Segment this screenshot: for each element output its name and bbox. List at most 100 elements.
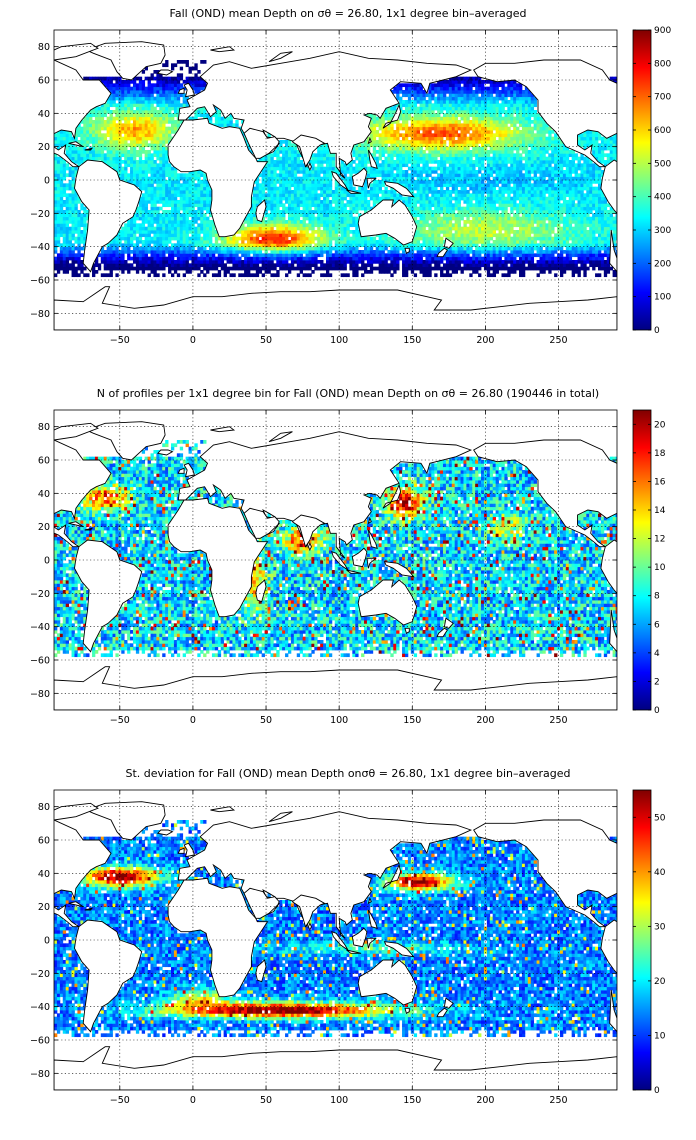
heatmap-cell [396,240,400,244]
heatmap-cell [323,250,327,254]
heatmap-cell [182,213,187,218]
heatmap-cell [80,203,84,208]
heatmap-cell [331,213,336,218]
heatmap-cell [323,240,327,244]
heatmap-cell [241,233,245,238]
heatmap-cell [62,163,67,168]
heatmap-cell [568,180,573,184]
heatmap-cell [56,220,61,224]
heatmap-cell [445,203,450,208]
heatmap-cell [287,196,292,201]
heatmap-cell [451,186,456,191]
heatmap-cell [331,263,336,268]
heatmap-cell [127,176,131,181]
heatmap-cell [390,186,394,191]
heatmap-cell [554,243,558,248]
heatmap-cell [562,263,567,268]
heatmap-cell [364,163,368,168]
heatmap-cell [132,250,137,254]
heatmap-cell [320,193,324,198]
heatmap-cell [425,186,429,191]
heatmap-cell [340,160,344,164]
heatmap-cell [323,173,327,178]
heatmap-cell [445,223,450,228]
heatmap-cell [466,190,470,194]
heatmap-cell [282,236,286,241]
heatmap-cell [486,166,491,171]
heatmap-cell [168,250,172,254]
heatmap-cell [188,206,192,211]
heatmap-cell [302,240,306,244]
heatmap-cell [261,170,265,174]
heatmap-cell [422,213,426,218]
heatmap-cell [428,256,432,261]
heatmap-cell [261,236,265,241]
heatmap-cell [267,223,271,228]
heatmap-cell [600,246,605,251]
heatmap-cell [510,166,514,171]
heatmap-cell [597,256,602,261]
heatmap-cell [267,173,271,178]
heatmap-cell [492,176,497,181]
heatmap-cell [296,200,301,204]
heatmap-cell [542,233,546,238]
heatmap-cell [571,250,575,254]
heatmap-cell [498,256,502,261]
heatmap-cell [548,256,552,261]
heatmap-cell [565,163,570,168]
heatmap-cell [399,176,403,181]
heatmap-cell [463,260,467,264]
heatmap-cell [65,250,70,254]
heatmap-cell [346,180,350,184]
heatmap-cell [200,220,204,224]
heatmap-cell [71,206,75,211]
heatmap-cell [460,230,464,234]
heatmap-cell [600,266,605,271]
heatmap-cell [369,250,374,254]
heatmap-cell [524,256,529,261]
heatmap-cell [437,246,441,251]
heatmap-cell [311,203,315,208]
heatmap-cell [486,256,491,261]
heatmap-cell [153,243,157,248]
heatmap-cell [340,230,344,234]
heatmap-cell [495,216,499,221]
heatmap-cell [65,223,70,228]
heatmap-cell [498,190,502,194]
heatmap-cell [580,256,584,261]
heatmap-cell [413,253,418,258]
heatmap-cell [451,176,456,181]
heatmap-cell [533,220,537,224]
heatmap-cell [425,163,429,168]
heatmap-cell [194,260,198,264]
heatmap-cell [264,253,268,258]
heatmap-cell [273,166,277,171]
heatmap-cell [387,236,391,241]
heatmap-cell [445,193,450,198]
heatmap-cell [554,210,558,214]
heatmap-cell [185,240,189,244]
heatmap-cell [141,260,146,264]
heatmap-cell [492,253,497,258]
heatmap-cell [279,263,283,268]
heatmap-cell [516,246,520,251]
heatmap-cell [568,163,573,168]
heatmap-cell [287,203,292,208]
heatmap-cell [545,263,549,268]
heatmap-cell [340,166,344,171]
heatmap-cell [206,190,210,194]
heatmap-cell [170,193,175,198]
heatmap-cell [147,233,151,238]
heatmap-cell [510,256,514,261]
heatmap-cell [565,166,570,171]
heatmap-cell [481,206,485,211]
heatmap-cell [197,226,201,231]
heatmap-cell [352,200,356,204]
heatmap-cell [545,246,549,251]
heatmap-cell [519,216,523,221]
heatmap-cell [539,266,543,271]
heatmap-cell [334,200,339,204]
heatmap-cell [440,183,444,188]
heatmap-cell [54,236,58,241]
heatmap-cell [138,196,143,201]
